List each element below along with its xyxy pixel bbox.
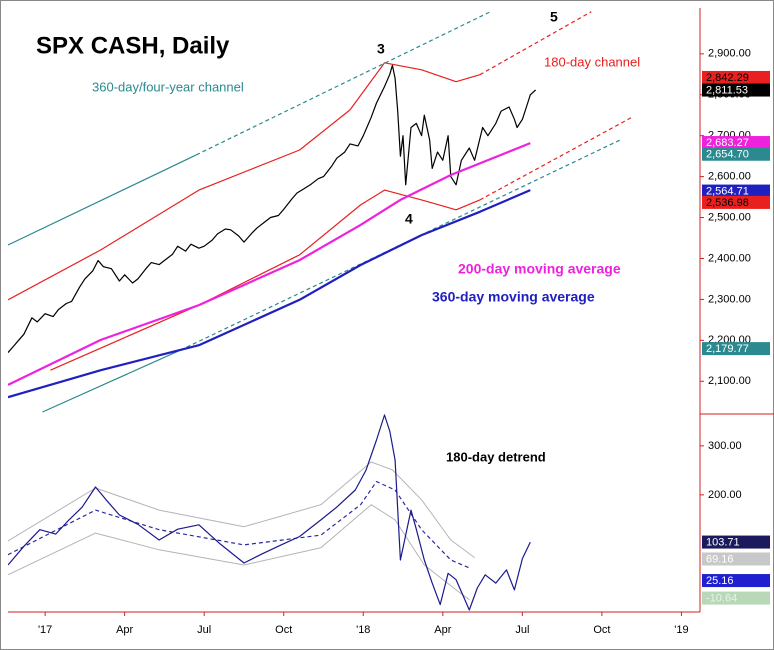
- value-tag-label: 103.71: [706, 536, 740, 548]
- value-tag: [702, 136, 770, 150]
- x-tick-label: '18: [356, 624, 370, 636]
- value-tag-label: 2,536.98: [706, 197, 749, 209]
- series-line: [8, 64, 537, 353]
- series-line: [180, 139, 621, 351]
- series-line: [8, 62, 481, 301]
- x-tick-label: Oct: [275, 624, 292, 636]
- wave-label: 4: [405, 211, 413, 227]
- value-tag: [702, 552, 770, 566]
- value-tag: [702, 342, 770, 356]
- annotation: 180-day detrend: [446, 449, 546, 464]
- series-line: [42, 349, 181, 413]
- value-tag-label: 69.16: [706, 553, 734, 565]
- y-tick-label: 300.00: [708, 440, 742, 452]
- y-tick-label: 2,100.00: [708, 375, 751, 387]
- wave-label: 5: [550, 9, 558, 25]
- series-line: [8, 414, 531, 611]
- y-tick-label: 200.00: [708, 489, 742, 501]
- series-line: [479, 11, 592, 76]
- value-tag-label: 2,654.70: [706, 149, 749, 161]
- value-tag-label: 2,683.27: [706, 137, 749, 149]
- series-line: [8, 154, 197, 246]
- series-line: [8, 461, 475, 559]
- value-tag-label: -10.64: [706, 593, 737, 605]
- series-line: [50, 189, 481, 371]
- value-tag-label: 2,564.71: [706, 185, 749, 197]
- y-tick-label: 2,600.00: [708, 171, 751, 183]
- series-line: [8, 189, 531, 399]
- x-tick-label: Jul: [197, 624, 211, 636]
- annotation: 360-day moving average: [432, 289, 595, 305]
- y-tick-label: 2,500.00: [708, 211, 751, 223]
- annotation: 180-day channel: [544, 54, 640, 69]
- x-tick-label: '17: [38, 624, 52, 636]
- value-tag: [702, 535, 770, 549]
- wave-label: 3: [377, 41, 385, 57]
- series-line: [8, 142, 531, 386]
- value-tag-label: 25.16: [706, 575, 734, 587]
- x-tick-label: Apr: [116, 624, 133, 636]
- y-tick-label: 2,400.00: [708, 252, 751, 264]
- annotation: 360-day/four-year channel: [92, 79, 244, 94]
- value-tag-label: 2,842.29: [706, 72, 749, 84]
- value-tag: [702, 184, 770, 198]
- series-line: [8, 481, 470, 569]
- value-tag: [702, 574, 770, 588]
- y-tick-label: 2,300.00: [708, 293, 751, 305]
- plot-area: [8, 11, 632, 413]
- value-tag: [702, 147, 770, 161]
- x-tick-label: Oct: [593, 624, 610, 636]
- x-tick-label: Apr: [434, 624, 451, 636]
- series-line: [8, 504, 470, 601]
- value-tag-label: 2,811.53: [706, 84, 748, 96]
- x-tick-label: '19: [674, 624, 688, 636]
- y-tick-label: 2,900.00: [708, 48, 751, 60]
- value-tag: [702, 70, 770, 84]
- series-line: [479, 117, 632, 201]
- value-tag-label: 2,179.77: [706, 343, 749, 355]
- value-tag: [702, 83, 770, 97]
- value-tag: [702, 591, 770, 605]
- plot-area: [8, 414, 531, 611]
- x-tick-label: Jul: [515, 624, 529, 636]
- annotation: 200-day moving average: [458, 261, 621, 277]
- value-tag: [702, 195, 770, 209]
- series-line: [195, 11, 491, 156]
- chart-title: SPX CASH, Daily: [36, 32, 230, 59]
